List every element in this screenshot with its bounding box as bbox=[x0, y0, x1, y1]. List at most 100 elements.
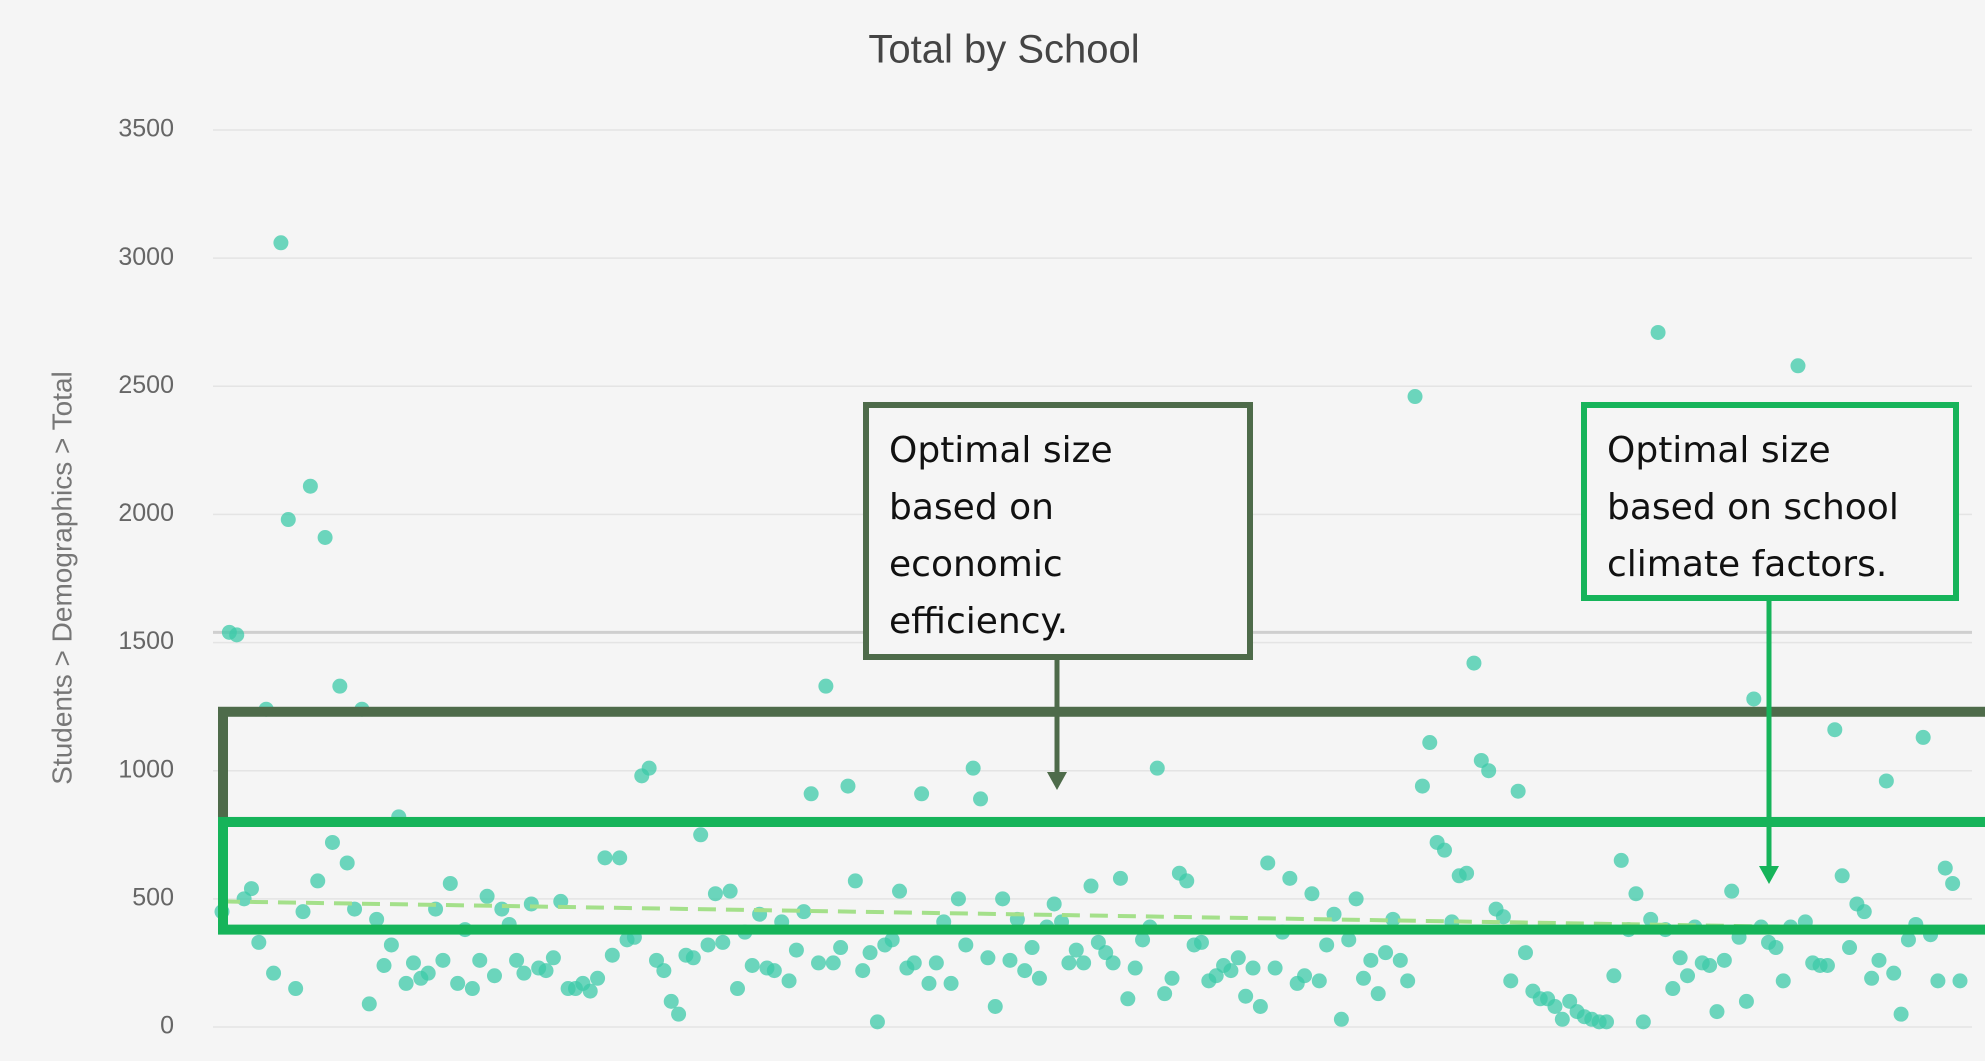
data-point bbox=[1245, 960, 1261, 976]
data-point bbox=[1827, 722, 1843, 738]
data-point bbox=[273, 235, 289, 251]
data-point bbox=[1746, 691, 1762, 707]
data-point bbox=[700, 937, 716, 953]
data-point bbox=[1893, 1006, 1909, 1022]
data-point bbox=[1105, 955, 1121, 971]
arrow-head bbox=[1759, 866, 1779, 884]
data-point bbox=[1193, 934, 1209, 950]
data-point bbox=[641, 760, 657, 776]
data-point bbox=[1900, 932, 1916, 948]
data-point bbox=[516, 965, 532, 981]
data-point bbox=[1436, 842, 1452, 858]
data-point bbox=[523, 896, 539, 912]
data-point bbox=[1061, 955, 1077, 971]
data-point bbox=[1076, 955, 1092, 971]
data-point bbox=[398, 975, 414, 991]
data-point bbox=[1628, 886, 1644, 902]
data-point bbox=[1775, 973, 1791, 989]
data-point bbox=[1363, 952, 1379, 968]
data-point bbox=[987, 998, 1003, 1014]
data-point bbox=[509, 952, 525, 968]
data-point bbox=[472, 952, 488, 968]
data-point bbox=[671, 1006, 687, 1022]
data-point bbox=[1790, 358, 1806, 374]
data-point bbox=[1392, 952, 1408, 968]
data-point bbox=[464, 981, 480, 997]
data-point bbox=[1422, 735, 1438, 751]
data-point bbox=[1937, 860, 1953, 876]
data-point bbox=[892, 883, 908, 899]
data-point bbox=[803, 786, 819, 802]
data-point bbox=[1046, 896, 1062, 912]
data-point bbox=[656, 963, 672, 979]
data-point bbox=[229, 627, 245, 643]
data-point bbox=[1738, 993, 1754, 1009]
data-point bbox=[266, 965, 282, 981]
data-point bbox=[1606, 968, 1622, 984]
data-point bbox=[383, 937, 399, 953]
y-axis-label: Students > Demographics > Total bbox=[46, 371, 77, 785]
data-point bbox=[1282, 870, 1298, 886]
data-point bbox=[1017, 963, 1033, 979]
data-point bbox=[376, 957, 392, 973]
data-point bbox=[1724, 883, 1740, 899]
data-point bbox=[766, 963, 782, 979]
data-point bbox=[405, 955, 421, 971]
data-point bbox=[1297, 968, 1313, 984]
data-point bbox=[1613, 852, 1629, 868]
data-point bbox=[1945, 875, 1961, 891]
data-point bbox=[545, 950, 561, 966]
data-point bbox=[339, 855, 355, 871]
data-point bbox=[685, 950, 701, 966]
data-point bbox=[435, 952, 451, 968]
data-point bbox=[1856, 904, 1872, 920]
data-point bbox=[1083, 878, 1099, 894]
range-band bbox=[218, 706, 1985, 827]
data-point bbox=[1466, 655, 1482, 671]
data-point bbox=[722, 883, 738, 899]
data-point bbox=[1223, 963, 1239, 979]
data-point bbox=[730, 981, 746, 997]
data-point bbox=[1260, 855, 1276, 871]
data-point bbox=[243, 881, 259, 897]
data-point bbox=[663, 993, 679, 1009]
data-point bbox=[1267, 960, 1283, 976]
trend-line bbox=[221, 899, 1961, 932]
annotation-box: Optimal size based on economic efficienc… bbox=[863, 402, 1253, 660]
data-point bbox=[928, 955, 944, 971]
data-point bbox=[1135, 932, 1151, 948]
data-point bbox=[1311, 973, 1327, 989]
data-point bbox=[906, 955, 922, 971]
data-point bbox=[825, 955, 841, 971]
data-point bbox=[332, 678, 348, 694]
y-tick-label: 1500 bbox=[118, 627, 174, 655]
data-point bbox=[1120, 991, 1136, 1007]
data-point bbox=[1768, 940, 1784, 956]
data-point bbox=[597, 850, 613, 866]
data-point bbox=[921, 975, 937, 991]
data-point bbox=[1599, 1014, 1615, 1030]
data-point bbox=[1915, 729, 1931, 745]
data-point bbox=[442, 875, 458, 891]
data-point bbox=[1554, 1011, 1570, 1027]
data-point bbox=[612, 850, 628, 866]
data-point bbox=[869, 1014, 885, 1030]
data-point bbox=[1112, 870, 1128, 886]
data-point bbox=[950, 891, 966, 907]
data-point bbox=[538, 963, 554, 979]
data-point bbox=[1024, 940, 1040, 956]
data-point bbox=[744, 957, 760, 973]
data-point bbox=[1952, 973, 1968, 989]
data-point bbox=[1319, 937, 1335, 953]
data-point bbox=[1252, 998, 1268, 1014]
annotation-text: Optimal size based on school climate fac… bbox=[1607, 430, 1899, 585]
chart-title: Total by School bbox=[868, 28, 1139, 72]
data-point bbox=[1459, 865, 1475, 881]
data-point bbox=[788, 942, 804, 958]
data-point bbox=[796, 904, 812, 920]
data-point bbox=[965, 760, 981, 776]
data-point bbox=[1068, 942, 1084, 958]
data-point bbox=[361, 996, 377, 1012]
data-point bbox=[958, 937, 974, 953]
